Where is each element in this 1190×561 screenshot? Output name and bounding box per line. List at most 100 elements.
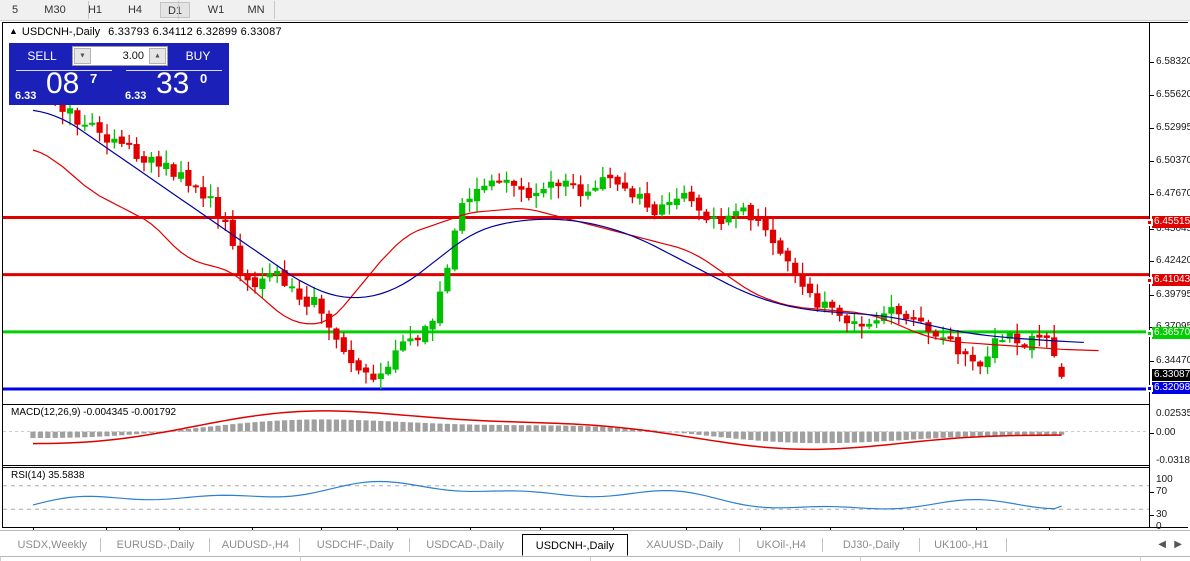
- timeframe-m30[interactable]: M30: [44, 4, 66, 16]
- tab-separator: [738, 538, 740, 552]
- buy-button[interactable]: BUY: [185, 49, 211, 63]
- chart-tab-usdcnhdaily[interactable]: USDCNH-,Daily: [522, 534, 628, 556]
- toolbar-separator: [88, 1, 89, 19]
- tabbar-column-mark: [860, 557, 861, 561]
- price-tick: [1150, 295, 1154, 296]
- price-level-marker[interactable]: [1146, 277, 1153, 284]
- price-chart-plot[interactable]: [3, 35, 1149, 403]
- macd-scale-top: 0.025357: [1156, 408, 1190, 419]
- tabs-scroll-left-button[interactable]: ◀: [1158, 539, 1166, 550]
- tabbar-divider: [0, 556, 1190, 557]
- volume-input[interactable]: ▼ 3.00 ▲: [72, 46, 168, 66]
- timeframe-mn[interactable]: MN: [247, 4, 265, 16]
- chart-tab-ukoilh4[interactable]: UKOil-,H4: [756, 539, 807, 551]
- buy-price-display[interactable]: 6.33 33 0: [122, 70, 226, 104]
- rsi-tick: [1150, 515, 1154, 516]
- caret-down-icon: ▼: [79, 52, 86, 60]
- price-level-badge-6.36570[interactable]: 6.36570: [1152, 327, 1190, 339]
- symbol-label: USDCNH-,Daily: [21, 26, 101, 38]
- price-tick: [1150, 62, 1154, 63]
- price-level-marker[interactable]: [1146, 219, 1153, 226]
- ohlc-values: 6.33793 6.34112 6.32899 6.33087: [108, 26, 282, 38]
- chart-tab-usdxweekly[interactable]: USDX,Weekly: [17, 539, 88, 551]
- tab-separator: [99, 538, 101, 552]
- sell-underline: [16, 70, 112, 71]
- price-candles-svg: [3, 66, 1149, 391]
- rsi-scale-label-30: 30: [1156, 509, 1168, 520]
- rsi-scale-label-70: 70: [1156, 486, 1168, 497]
- chart-tab-usdchfdaily[interactable]: USDCHF-,Daily: [316, 539, 394, 551]
- volume-increase-button[interactable]: ▲: [149, 48, 166, 64]
- price-scale[interactable]: 6.58320 6.55620 6.52995 6.50370 6.47670 6.450…: [1146, 23, 1190, 532]
- rsi-label: RSI(14) 35.5838: [9, 470, 87, 481]
- chart-window: ▲ USDCNH-,Daily 6.33793 6.34112 6.32899 6.…: [2, 22, 1190, 543]
- toolbar-separator: [274, 1, 275, 19]
- chart-tab-dj30daily[interactable]: DJ30-,Daily: [842, 539, 900, 551]
- tabbar-column-mark: [0, 557, 1, 561]
- rsi-tick: [1150, 492, 1154, 493]
- timeframe-5[interactable]: 5: [11, 4, 19, 16]
- buy-underline: [126, 70, 222, 71]
- price-tick: [1150, 261, 1154, 262]
- timeframe-d1[interactable]: D1: [160, 2, 190, 18]
- price-scale-label: 6.52995: [1156, 122, 1190, 133]
- tab-separator: [409, 538, 411, 552]
- sell-price-main: 08: [46, 70, 80, 100]
- sell-price-display[interactable]: 6.33 08 7: [12, 70, 116, 104]
- macd-scale-mid: 0.00: [1156, 427, 1176, 438]
- volume-decrease-button[interactable]: ▼: [74, 48, 91, 64]
- macd-indicator-plot[interactable]: MACD(12,26,9) -0.004345 -0.001792: [3, 404, 1149, 466]
- price-scale-label: 6.50370: [1156, 155, 1190, 166]
- macd-label: MACD(12,26,9) -0.004345 -0.001792: [9, 407, 179, 418]
- chart-tab-uk100h1[interactable]: UK100-,H1: [934, 539, 989, 551]
- price-level-badge-6.41043[interactable]: 6.41043: [1152, 274, 1190, 286]
- price-scale-label: 6.47670: [1156, 188, 1190, 199]
- rsi-svg: [3, 480, 1149, 510]
- price-tick: [1150, 361, 1154, 362]
- macd-svg: [3, 410, 1149, 451]
- price-tick: [1150, 229, 1154, 230]
- toolbar-separator: [178, 1, 179, 19]
- price-tick: [1150, 161, 1154, 162]
- timeframe-w1[interactable]: W1: [207, 4, 225, 16]
- tabbar-column-mark: [590, 557, 591, 561]
- price-scale-label: 6.58320: [1156, 56, 1190, 67]
- chart-tab-audusdh4[interactable]: AUDUSD-,H4: [221, 539, 289, 551]
- macd-tick: [1150, 433, 1154, 434]
- price-level-marker[interactable]: [1146, 385, 1153, 392]
- sell-button[interactable]: SELL: [27, 49, 57, 63]
- buy-price-main: 33: [156, 70, 190, 100]
- price-level-badge-6.45515[interactable]: 6.45515: [1152, 216, 1190, 228]
- one-click-trading-panel: SELL ▼ 3.00 ▲ BUY 6.33 08 7 6.33 33 0: [9, 43, 229, 105]
- trade-panel-top: SELL ▼ 3.00 ▲ BUY: [10, 44, 230, 68]
- tab-separator: [209, 538, 211, 552]
- tabs-scroll-right-button[interactable]: ▶: [1174, 539, 1182, 550]
- sell-price-prefix: 6.33: [15, 90, 37, 102]
- price-level-badge-6.32098[interactable]: 6.32098: [1152, 382, 1190, 394]
- tab-separator: [299, 538, 301, 552]
- timeframe-h4[interactable]: H4: [127, 4, 143, 16]
- price-scale-label: 6.55620: [1156, 89, 1190, 100]
- chart-symbol-header: ▲ USDCNH-,Daily 6.33793 6.34112 6.32899 6.…: [9, 26, 282, 38]
- sell-price-fraction: 7: [90, 71, 98, 86]
- tab-separator: [1006, 538, 1007, 552]
- chart-tab-eurusddaily[interactable]: EURUSD-,Daily: [116, 539, 195, 551]
- tabbar-column-mark: [1140, 557, 1141, 561]
- price-tick: [1150, 128, 1154, 129]
- rsi-scale-label-100: 100: [1156, 474, 1173, 485]
- price-scale-label: 6.45045: [1156, 223, 1190, 234]
- price-scale-label: 6.37095: [1156, 322, 1190, 332]
- price-scale-label: 6.39795: [1156, 289, 1190, 300]
- timeframe-h1[interactable]: H1: [87, 4, 103, 16]
- price-level-badge-6.33087[interactable]: 6.33087: [1152, 369, 1190, 381]
- collapse-triangle-icon[interactable]: ▲: [9, 26, 18, 36]
- timeframe-toolbar: 5 M30 H1 H4 D1 W1 MN: [0, 0, 1190, 21]
- chart-tab-usdcaddaily[interactable]: USDCAD-,Daily: [426, 539, 504, 551]
- price-tick: [1150, 194, 1154, 195]
- rsi-indicator-plot[interactable]: RSI(14) 35.5838: [3, 467, 1149, 527]
- buy-price-fraction: 0: [200, 71, 208, 86]
- tabbar-column-mark: [300, 557, 301, 561]
- chart-tab-xauusddaily[interactable]: XAUUSD-,Daily: [646, 539, 724, 551]
- rsi-scale-label-0: 0: [1156, 521, 1162, 532]
- price-level-marker[interactable]: [1146, 330, 1153, 337]
